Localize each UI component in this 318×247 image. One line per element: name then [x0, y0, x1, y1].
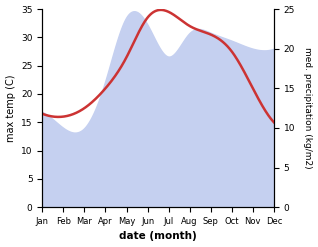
- Y-axis label: max temp (C): max temp (C): [5, 74, 16, 142]
- X-axis label: date (month): date (month): [119, 231, 197, 242]
- Y-axis label: med. precipitation (kg/m2): med. precipitation (kg/m2): [303, 47, 313, 169]
